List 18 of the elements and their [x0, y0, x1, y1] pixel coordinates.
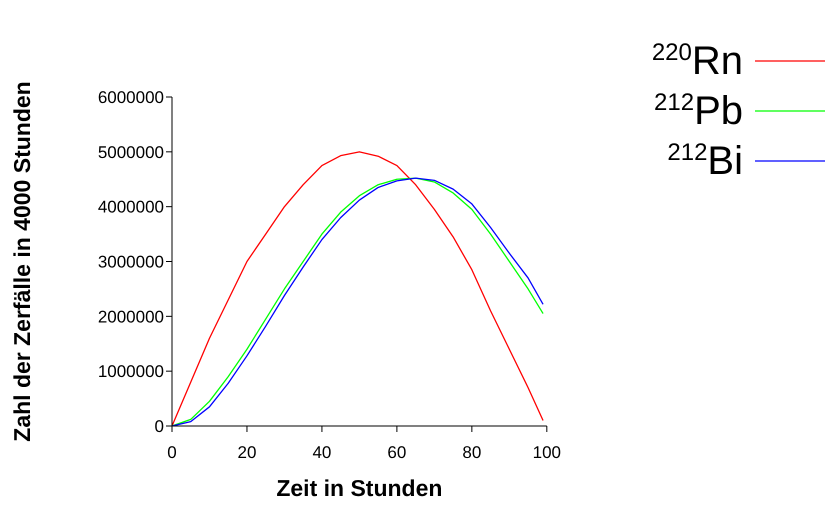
y-axis-title: Zahl der Zerfälle in 4000 Stunden [9, 81, 36, 442]
x-tick-label: 80 [462, 443, 482, 462]
x-tick-label: 0 [167, 443, 177, 462]
y-tick-label: 1000000 [98, 362, 164, 382]
x-axis-title: Zeit in Stunden [276, 475, 442, 501]
y-tick-label: 4000000 [98, 198, 164, 217]
y-tick-label: 6000000 [98, 88, 164, 108]
legend-label: $^{212}$Pb [654, 89, 743, 133]
x-tick-label: 40 [312, 443, 332, 462]
x-tick-label: 20 [238, 443, 256, 462]
y-tick-label: 0 [154, 417, 164, 436]
legend-label: $^{212}$Bi [667, 139, 743, 183]
x-tick-label: 60 [387, 443, 406, 462]
x-tick-label: 100 [532, 443, 561, 462]
y-tick-label: 5000000 [98, 142, 164, 162]
y-tick-label: 3000000 [98, 252, 164, 272]
y-tick-label: 2000000 [98, 307, 164, 326]
legend-label: $^{220}$Rn [652, 39, 743, 83]
